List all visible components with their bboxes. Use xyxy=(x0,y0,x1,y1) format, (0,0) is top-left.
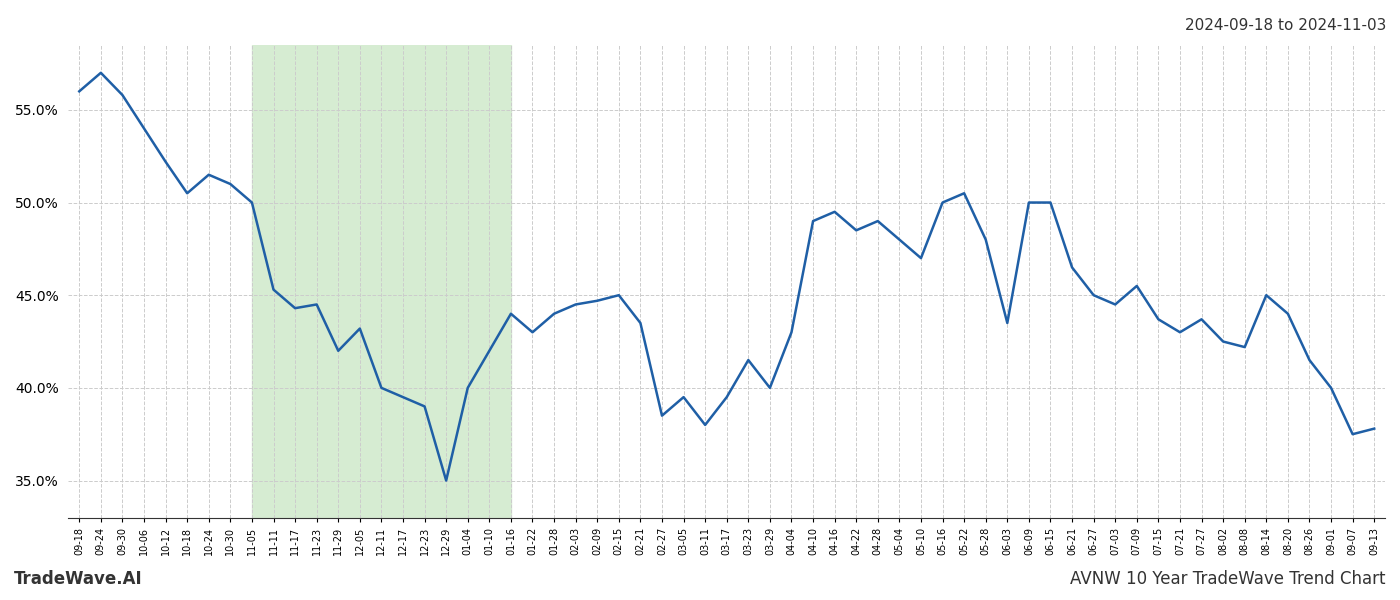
Text: TradeWave.AI: TradeWave.AI xyxy=(14,570,143,588)
Text: 2024-09-18 to 2024-11-03: 2024-09-18 to 2024-11-03 xyxy=(1184,18,1386,33)
Bar xyxy=(252,45,511,518)
Text: AVNW 10 Year TradeWave Trend Chart: AVNW 10 Year TradeWave Trend Chart xyxy=(1071,570,1386,588)
